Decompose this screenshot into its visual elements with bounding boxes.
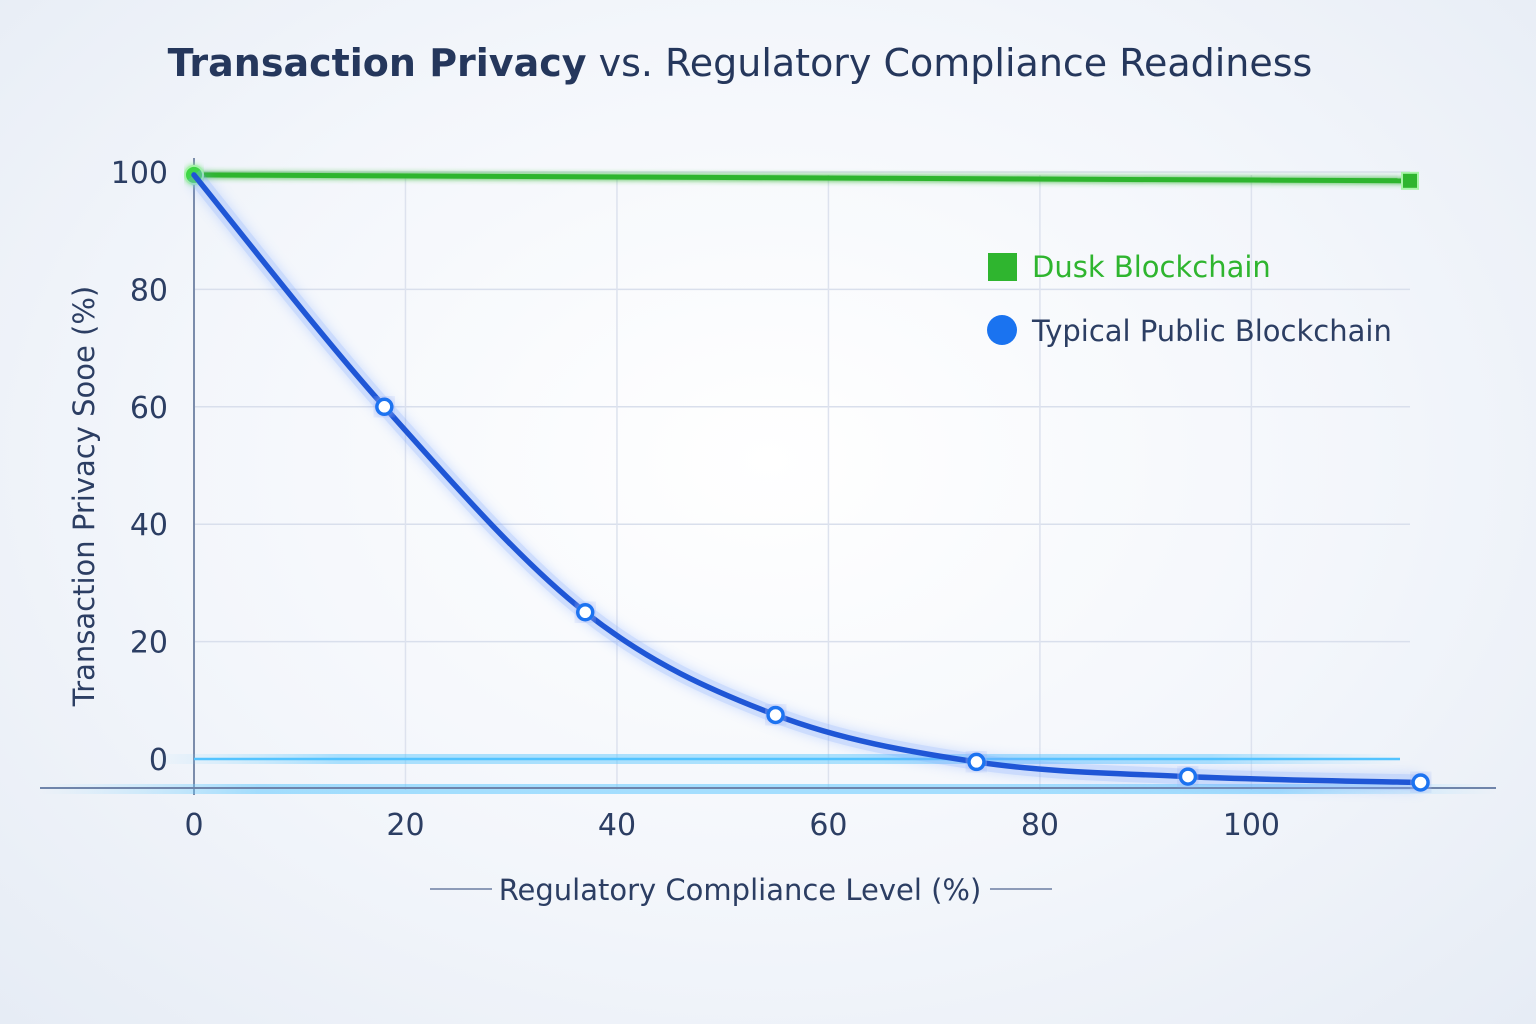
legend-label-public: Typical Public Blockchain [1031,314,1392,348]
legend-swatch-public [987,315,1017,345]
series-layer [184,164,1430,792]
public-point [766,705,785,725]
x-axis-label: Regulatory Compliance Level (%) [499,873,982,907]
legend: Dusk Blockchain Typical Public Blockchai… [987,250,1392,348]
legend-swatch-dusk [988,253,1017,281]
x-tick-label: 20 [386,808,424,843]
public-point [1411,773,1430,792]
y-axis-label: Transaction Privacy Sooe (%) [67,286,101,707]
x-tick-label: 60 [809,808,847,843]
dusk-line [193,172,1411,184]
chart-title: Transaction Privacy vs. Regulatory Compl… [168,41,1313,85]
x-tick-label: 100 [1223,808,1280,843]
y-tick-label: 40 [130,508,168,543]
public-point [967,752,986,772]
y-tick-label: 80 [130,273,168,308]
y-tick-label: 60 [130,391,168,426]
public-point [575,603,595,622]
grid [194,171,1410,790]
axes: 020406080100020406080100 [40,156,1496,843]
dusk-point [1401,171,1419,190]
chart-title-bold: Transaction Privacy [168,41,587,85]
public-point [375,397,394,417]
x-tick-label: 40 [598,808,636,843]
y-tick-label: 100 [111,156,168,191]
x-tick-label: 0 [184,808,203,843]
chart-title-rest: vs. Regulatory Compliance Readiness [587,41,1313,85]
y-tick-label: 20 [130,626,168,661]
x-tick-label: 80 [1021,808,1059,843]
legend-label-dusk: Dusk Blockchain [1032,250,1271,284]
public-point [1178,767,1198,786]
